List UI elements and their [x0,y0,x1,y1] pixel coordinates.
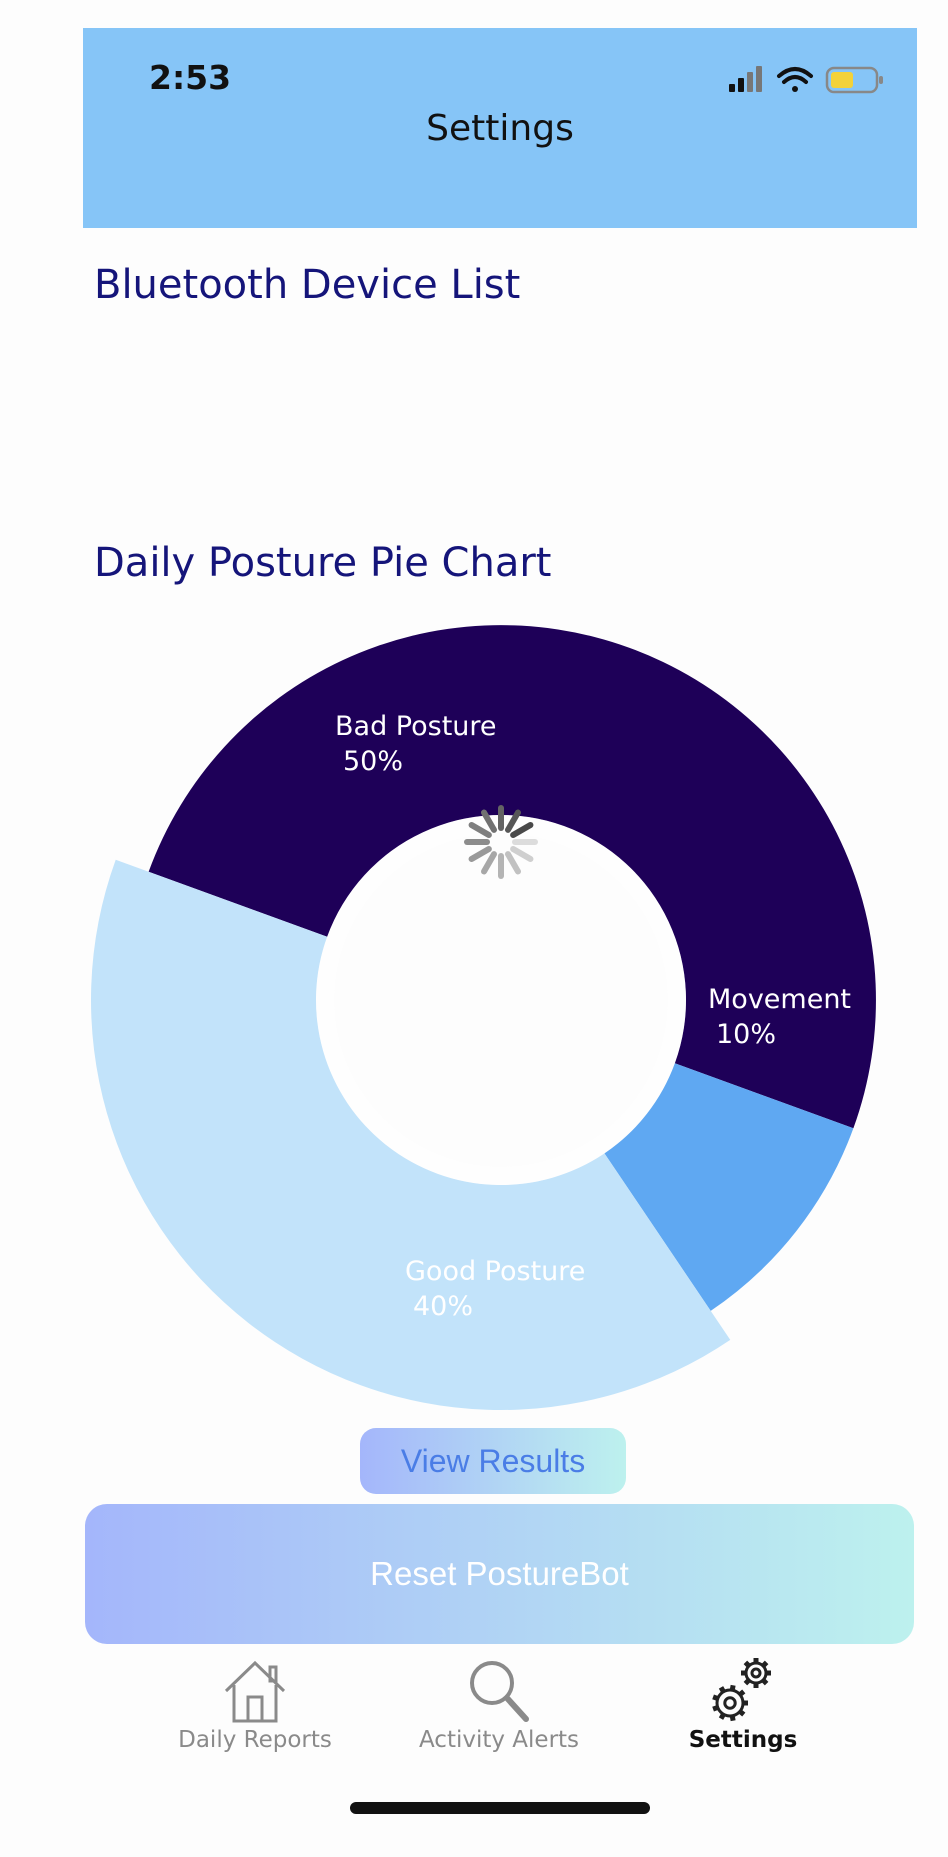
home-indicator [350,1802,650,1814]
status-icons [729,66,883,94]
gears-icon [712,1658,771,1722]
bluetooth-section-title: Bluetooth Device List [94,262,521,308]
page-title: Settings [426,108,574,149]
tab-activity-alerts[interactable]: Activity Alerts [379,1655,619,1765]
pie-label-percent: 50% [343,746,403,777]
search-icon [470,1661,529,1722]
signal-icon [729,66,762,92]
pie-label-percent: 40% [413,1291,473,1322]
tab-settings-label: Settings [688,1727,798,1753]
header-bar: 2:53 Settings [83,28,917,228]
pie-label-name: Bad Posture [335,711,497,742]
status-time: 2:53 [149,58,232,97]
pie-section-title: Daily Posture Pie Chart [94,540,552,586]
loading-spinner-icon [464,805,538,879]
wifi-icon [777,67,813,92]
tab-daily-reports-label: Daily Reports [178,1727,332,1753]
pie-slices [90,625,876,1410]
pie-label-name: Movement [708,984,851,1015]
pie-slice-good-posture [90,859,731,1410]
pie-slice-movement [604,1063,854,1311]
tab-activity-alerts-label: Activity Alerts [418,1727,580,1753]
pie-label-name: Good Posture [405,1256,585,1287]
pie-label-percent: 10% [716,1019,776,1050]
posture-pie-chart: Bad Posture 50% Movement 10% Good Posture 40% [90,625,876,1410]
house-icon [224,1660,286,1723]
tab-bar: Daily Reports Activity Alerts Settings [83,1655,917,1775]
pie-labels: Bad Posture 50% Movement 10% Good Posture 40% [335,711,851,1322]
reset-posturebot-button[interactable]: Reset PostureBot [85,1504,914,1644]
pie-slice-bad-posture [148,625,876,1129]
tab-settings[interactable]: Settings [623,1655,863,1765]
view-results-button[interactable]: View Results [360,1428,626,1494]
tab-daily-reports[interactable]: Daily Reports [135,1655,375,1765]
pie-center-hole [334,833,668,1167]
battery-icon [825,66,883,94]
